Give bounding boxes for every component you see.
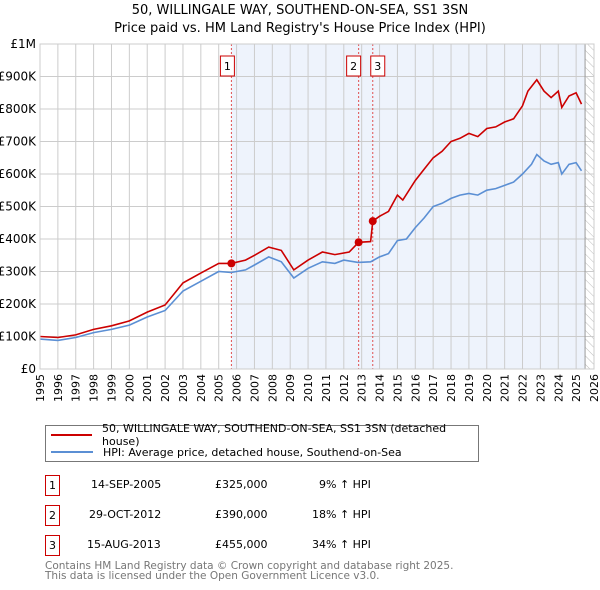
- x-tick-label: 1997: [70, 374, 83, 402]
- x-tick-label: 2012: [338, 374, 351, 402]
- sale-label-box: [370, 55, 386, 77]
- x-tick-label: 2013: [356, 374, 369, 402]
- transaction-marker: 2: [45, 505, 60, 526]
- x-tick-label: 2015: [391, 374, 404, 402]
- transaction-marker: 3: [45, 535, 60, 556]
- x-tick-label: 2000: [123, 374, 136, 402]
- transaction-hpi: 34% ↑ HPI: [312, 538, 371, 551]
- x-tick-label: 1999: [105, 374, 118, 402]
- transaction-row: 2 29-OCT-2012 £390,000 18% ↑ HPI: [45, 505, 465, 526]
- y-tick-label: £700K: [0, 135, 37, 149]
- transaction-date: 15-AUG-2013: [87, 538, 161, 551]
- x-tick-label: 2016: [409, 374, 422, 402]
- legend: 50, WILLINGALE WAY, SOUTHEND-ON-SEA, SS1…: [45, 422, 479, 462]
- legend-swatch-blue: [51, 451, 93, 453]
- x-tick-label: 2009: [284, 374, 297, 402]
- transaction-date: 14-SEP-2005: [91, 478, 162, 491]
- transaction-price: £390,000: [215, 508, 268, 521]
- y-tick-label: £600K: [0, 167, 37, 181]
- x-tick-label: 2017: [427, 374, 440, 402]
- x-tick-label: 2001: [141, 374, 154, 402]
- chart-title: 50, WILLINGALE WAY, SOUTHEND-ON-SEA, SS1…: [131, 3, 469, 18]
- x-tick-label: 2014: [374, 374, 387, 402]
- x-tick-label: 2002: [159, 374, 172, 402]
- x-tick-label: 2008: [266, 374, 279, 402]
- plot-border: [39, 43, 595, 370]
- x-tick-label: 1998: [88, 374, 101, 402]
- footer-copyright: Contains HM Land Registry data © Crown c…: [45, 560, 454, 572]
- y-tick-label: £900K: [0, 70, 37, 84]
- legend-label: 50, WILLINGALE WAY, SOUTHEND-ON-SEA, SS1…: [102, 422, 447, 448]
- x-tick-label: 2006: [231, 374, 244, 402]
- y-tick-label: £1M: [10, 37, 36, 51]
- x-tick-label: 1995: [34, 374, 47, 402]
- sale-label-box: [346, 55, 362, 77]
- x-tick-label: 2007: [248, 374, 261, 402]
- legend-item-hpi: HPI: Average price, detached house, Sout…: [51, 444, 402, 460]
- sale-point: [227, 259, 236, 268]
- transaction-price: £325,000: [215, 478, 268, 491]
- y-tick-label: £300K: [0, 265, 37, 279]
- x-tick-label: 2025: [570, 374, 583, 402]
- sale-label: 3: [374, 60, 381, 73]
- x-tick-label: 2020: [481, 374, 494, 402]
- footer-licence: This data is licensed under the Open Gov…: [45, 570, 380, 582]
- x-tick-label: 2024: [552, 374, 565, 402]
- legend-item-property: 50, WILLINGALE WAY, SOUTHEND-ON-SEA, SS1…: [51, 422, 478, 448]
- sale-label-box: [219, 55, 235, 77]
- sale-label: 2: [350, 60, 357, 73]
- transaction-hpi: 9% ↑ HPI: [319, 478, 371, 491]
- y-tick-label: £800K: [0, 102, 37, 116]
- x-tick-label: 2019: [463, 374, 476, 402]
- sale-point: [354, 238, 363, 247]
- y-tick-label: £500K: [0, 200, 37, 214]
- x-tick-label: 2021: [499, 374, 512, 402]
- transaction-price: £455,000: [215, 538, 268, 551]
- x-tick-label: 2026: [588, 374, 600, 402]
- x-tick-label: 2022: [517, 374, 530, 402]
- legend-swatch-red: [51, 434, 93, 436]
- legend-label: HPI: Average price, detached house, Sout…: [103, 445, 402, 459]
- x-tick-label: 2018: [445, 374, 458, 402]
- transaction-date: 29-OCT-2012: [89, 508, 162, 521]
- y-tick-label: £0: [21, 362, 36, 376]
- x-tick-label: 2010: [302, 374, 315, 402]
- y-tick-label: £100K: [0, 330, 37, 344]
- transaction-row: 1 14-SEP-2005 £325,000 9% ↑ HPI: [45, 475, 465, 496]
- hpi-series-line: [39, 153, 583, 342]
- footer: Contains HM Land Registry data © Crown c…: [45, 560, 454, 582]
- transaction-hpi: 18% ↑ HPI: [312, 508, 371, 521]
- y-tick-label: £400K: [0, 232, 37, 246]
- line-chart: 1995 1996 1997 1998 1999 2000 2001 2002 2003 2004…: [0, 37, 600, 402]
- x-tick-label: 2005: [213, 374, 226, 402]
- transaction-marker: 1: [45, 475, 60, 496]
- chart-subtitle: Price paid vs. HM Land Registry's House …: [114, 21, 486, 36]
- x-tick-label: 1996: [52, 374, 65, 402]
- y-tick-label: £200K: [0, 297, 37, 311]
- x-tick-label: 2023: [534, 374, 547, 402]
- property-series-line: [39, 78, 583, 339]
- sale-label: 1: [224, 60, 231, 73]
- sale-point: [368, 217, 377, 226]
- transaction-row: 3 15-AUG-2013 £455,000 34% ↑ HPI: [45, 535, 465, 556]
- x-tick-label: 2004: [195, 374, 208, 402]
- x-tick-label: 2011: [320, 374, 333, 402]
- x-tick-label: 2003: [177, 374, 190, 402]
